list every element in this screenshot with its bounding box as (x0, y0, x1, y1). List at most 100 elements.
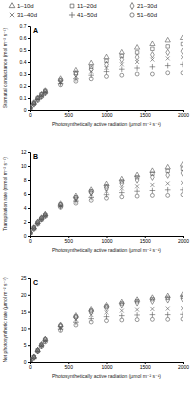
point (181, 71, 183, 75)
point (120, 302, 124, 308)
point (181, 181, 183, 185)
series (30, 162, 183, 234)
legend-label: 21–30d (137, 3, 157, 9)
point (32, 102, 36, 106)
point (120, 186, 124, 190)
point (166, 56, 170, 60)
y-tick: 20 (21, 292, 30, 298)
series (30, 48, 183, 110)
point (135, 54, 139, 60)
point (30, 106, 32, 110)
point (30, 358, 33, 362)
x-tick: 1000 (101, 236, 112, 244)
point (104, 69, 110, 75)
x-tick-label: 1000 (101, 364, 112, 370)
y-tick-mark (28, 328, 30, 329)
y-tick: 25 (21, 275, 30, 281)
x-tick-label: 2000 (178, 364, 189, 370)
point (166, 297, 170, 303)
point (89, 320, 93, 324)
x-tick: 1000 (101, 110, 112, 118)
y-axis: 00.10.20.30.40.50.60.7 (20, 23, 31, 113)
point (150, 307, 154, 311)
legend-label: 51–60d (137, 12, 157, 18)
point (104, 192, 110, 198)
point (104, 54, 109, 59)
x-axis-title: Photosynthetically active radiation (μmo… (52, 121, 161, 127)
point (180, 187, 183, 193)
point (180, 292, 183, 297)
point (180, 62, 183, 68)
y-tick-label: 25 (21, 275, 27, 281)
point (58, 204, 64, 210)
y-tick-label: 8 (24, 177, 27, 183)
point (36, 350, 40, 354)
point (180, 35, 183, 40)
y-tick-label: 15 (21, 309, 27, 315)
y-tick-mark (28, 278, 30, 279)
plot-area (30, 162, 183, 236)
point (43, 212, 47, 218)
y-tick: 10 (21, 163, 30, 169)
y-tick: 2 (24, 219, 30, 225)
point (35, 348, 41, 354)
y-tick: 0 (24, 359, 30, 365)
x-tick-label: 500 (65, 238, 74, 244)
point (30, 229, 32, 235)
point (88, 72, 94, 78)
point (43, 91, 47, 95)
series (30, 296, 183, 362)
x-axis-title: Photosynthetically active radiation (μmo… (52, 247, 161, 253)
point (120, 195, 124, 199)
point (32, 356, 36, 360)
y-tick-mark (28, 345, 30, 346)
point (89, 60, 94, 65)
point (165, 312, 171, 318)
series (30, 306, 183, 362)
point (43, 89, 47, 95)
y-tick-label: 0 (24, 107, 27, 113)
y-tick: 0.5 (20, 47, 30, 53)
x-tick: 1500 (140, 110, 151, 118)
legend: 1–10d11–20d21–30d31–40d41–50d51–60d (9, 3, 157, 19)
x-tick-label: 1000 (101, 238, 112, 244)
x-tick: 0 (29, 110, 32, 118)
point (135, 194, 139, 198)
point (119, 66, 125, 72)
point (135, 308, 139, 312)
point (120, 180, 124, 186)
y-axis-line (28, 27, 31, 111)
y-tick: 0.3 (20, 71, 30, 77)
y-tick-label: 4 (24, 205, 27, 211)
y-tick-mark (28, 50, 30, 51)
point (166, 182, 170, 186)
point (181, 317, 183, 321)
y-tick-mark (28, 180, 30, 181)
legend-marker (10, 13, 14, 17)
point (43, 340, 47, 344)
panel-label: C (33, 279, 38, 286)
point (58, 81, 64, 87)
point (134, 188, 140, 194)
point (166, 49, 170, 55)
series (30, 311, 183, 362)
panel-label: A (33, 27, 38, 34)
point (42, 90, 48, 96)
point (36, 222, 40, 226)
x-tick-label: 1000 (101, 112, 112, 118)
x-tick-label: 1500 (140, 238, 151, 244)
x-tick: 500 (65, 110, 74, 118)
y-tick-mark (28, 26, 30, 27)
x-tick-label: 1500 (140, 364, 151, 370)
y-tick-mark (28, 222, 30, 223)
point (134, 65, 140, 71)
series (30, 187, 183, 235)
point (30, 231, 32, 235)
point (30, 358, 32, 362)
y-tick-mark (28, 110, 30, 111)
series (30, 292, 183, 362)
point (105, 304, 109, 310)
point (181, 55, 183, 59)
point (181, 48, 183, 54)
y-axis: 0510152025 (21, 275, 31, 365)
